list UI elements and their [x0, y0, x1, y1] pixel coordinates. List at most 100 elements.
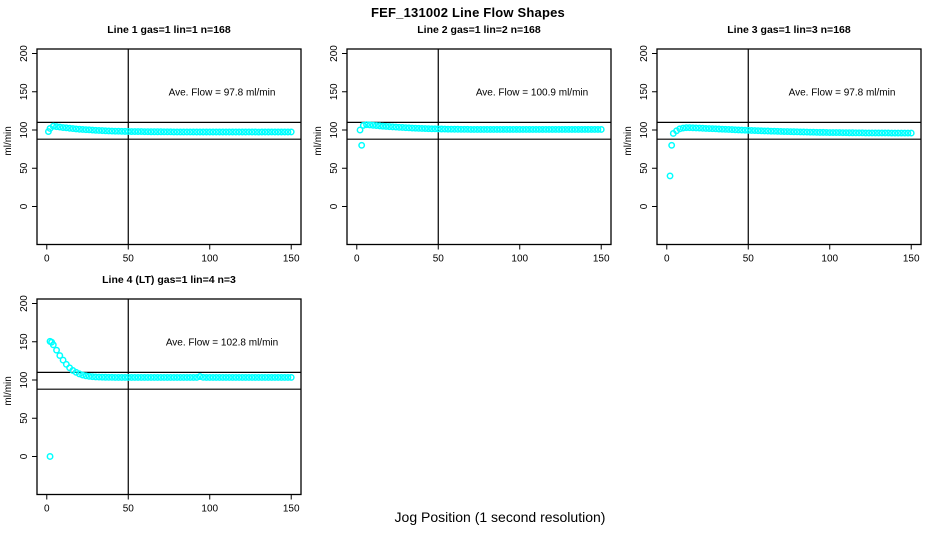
panel-4-data-point — [157, 373, 165, 381]
panel-4-data-point — [176, 373, 184, 381]
panel-2-data-point — [385, 123, 393, 131]
panel-3-data-point — [871, 129, 879, 137]
panel-1-data-point — [121, 127, 129, 135]
panel-1-data-point — [229, 128, 237, 136]
panel-1-data-point — [118, 127, 126, 135]
panel-3-data-point — [806, 128, 814, 136]
panel-4-data-point — [98, 373, 106, 381]
panel-3-data-point — [666, 172, 674, 180]
panel-3-data-point — [862, 129, 870, 137]
panel-2-data-point — [535, 126, 543, 133]
panel-4-data-point — [141, 373, 149, 381]
panel-2-y-tick-label: 200 — [329, 45, 340, 62]
panel-2-data-point — [594, 126, 602, 133]
panel-4-data-point — [212, 373, 220, 381]
panel-2-data-point — [389, 123, 397, 131]
panel-4-x-tick-label: 150 — [283, 504, 300, 515]
panel-4-data-point — [242, 373, 250, 381]
panel-2-data-point — [552, 126, 560, 133]
panel-4-data-point — [193, 373, 201, 381]
panel-2-box — [346, 48, 612, 246]
panel-1-data-point — [238, 128, 246, 136]
panel-1-data-point — [56, 123, 64, 131]
panel-3-data-point — [891, 129, 899, 137]
panel-3-data-point — [875, 129, 883, 137]
panel-4-data-point — [59, 356, 67, 364]
panel-4-y-axis-unit-label: ml/min — [3, 376, 14, 405]
panel-1-data-point — [85, 126, 93, 134]
panel-4-data-point — [82, 372, 90, 380]
panel-4-data-point — [203, 373, 210, 381]
panel-1-title: Line 1 gas=1 lin=1 n=168 — [107, 24, 231, 36]
panel-3-annotation: Ave. Flow = 97.8 ml/min — [789, 88, 896, 99]
panel-2-x-tick-label: 50 — [433, 254, 445, 265]
panel-3-data-point — [858, 129, 866, 137]
panel-4-x-tick-label: 0 — [44, 504, 50, 515]
panel-3-data-point — [787, 128, 795, 136]
panel-3-data-point — [852, 129, 860, 137]
panel-2-data-point — [454, 125, 462, 133]
panel-1-data-point — [124, 128, 132, 135]
panel-1-data-point — [163, 128, 171, 136]
panel-4-data-point — [108, 373, 116, 381]
panel-3-data-point — [897, 129, 905, 137]
panel-1-data-point — [258, 128, 266, 136]
panel-3-data-point — [777, 128, 785, 135]
panel-3-data-point — [790, 128, 798, 136]
panel-1-data-point — [134, 128, 142, 136]
panel-4-annotation: Ave. Flow = 102.8 ml/min — [166, 338, 278, 349]
panel-4-data-point — [258, 373, 266, 381]
panel-4-data-point — [150, 373, 158, 381]
panel-4-data-point — [186, 373, 194, 381]
panel-3-title: Line 3 gas=1 lin=3 n=168 — [727, 24, 851, 36]
panel-4-data-point — [268, 373, 276, 381]
panel-1-data-point — [199, 128, 207, 136]
panel-1-y-tick-label: 100 — [19, 121, 30, 138]
panel-3-data-point — [907, 129, 915, 137]
panel-3-y-axis-unit-label: ml/min — [623, 126, 634, 155]
panel-2-data-point — [398, 124, 406, 131]
panel-1-data-point — [255, 128, 263, 136]
panel-4-data-point — [232, 373, 240, 381]
panel-2-data-point — [571, 126, 579, 133]
panel-4-data-point — [105, 373, 113, 381]
panel-1-data-point — [147, 128, 155, 136]
panel-3-data-point — [728, 126, 736, 134]
panel-2-data-point — [473, 125, 481, 133]
panel-1-data-point — [49, 122, 57, 130]
panel-2-data-point — [402, 124, 410, 132]
panel-2-data-point — [392, 123, 400, 131]
panel-2-data-point — [526, 126, 533, 133]
panel-2-x-tick-label: 100 — [511, 254, 528, 265]
panel-4-data-point — [183, 373, 191, 381]
panel-4-data-point — [154, 373, 162, 381]
panel-4-data-point — [189, 373, 197, 381]
panel-1-data-point — [206, 128, 214, 136]
panel-4-data-point — [85, 372, 93, 380]
panel-4-data-point — [167, 373, 175, 381]
panel-1-data-point — [180, 128, 188, 136]
panel-4-data-point — [219, 373, 227, 381]
panel-3-data-point — [774, 127, 782, 135]
panel-3-data-point — [725, 126, 733, 133]
panel-1-data-point — [235, 128, 243, 136]
panel-2-data-point — [421, 125, 429, 132]
panel-1-data-point — [274, 128, 282, 136]
panel-2-data-point — [542, 126, 550, 133]
panel-4-data-point — [170, 373, 178, 381]
panel-2-data-point — [405, 124, 413, 132]
panel-2-data-point — [408, 124, 416, 132]
panel-4-data-point — [287, 373, 295, 381]
panel-2-data-point — [418, 125, 426, 132]
panel-3-data-point — [849, 129, 857, 137]
panel-3-data-point — [823, 129, 830, 136]
panel-1-data-point — [209, 128, 217, 136]
panel-1-data-point — [115, 127, 122, 135]
panel-2-data-point — [516, 126, 524, 133]
panel-4-data-point — [277, 373, 285, 381]
figure-title: FEF_131002 Line Flow Shapes — [371, 5, 565, 20]
panel-3-data-point — [865, 129, 873, 137]
panel-2-data-point — [444, 125, 452, 133]
panel-1-data-point — [281, 128, 289, 136]
panel-1-data-point — [79, 126, 87, 133]
